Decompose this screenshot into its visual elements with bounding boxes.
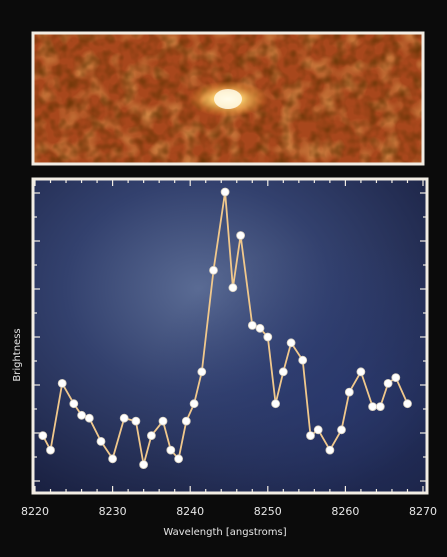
data-point <box>57 378 67 388</box>
data-point <box>189 399 199 409</box>
data-point <box>286 338 296 348</box>
x-tick-labels: 8220 8230 8240 8250 8260 8270 <box>21 505 437 518</box>
x-tick-label: 8270 <box>409 505 437 518</box>
data-point <box>325 445 335 455</box>
data-point <box>96 436 106 446</box>
data-point <box>383 378 393 388</box>
data-point <box>236 231 246 240</box>
data-point <box>368 402 378 412</box>
spectral-image-panel <box>31 31 425 166</box>
series-markers <box>38 187 412 470</box>
x-tick-label: 8250 <box>254 505 282 518</box>
data-point <box>255 323 265 333</box>
data-point <box>108 454 117 464</box>
data-point <box>306 431 315 441</box>
plot-panel <box>31 177 429 495</box>
data-point <box>337 425 346 435</box>
data-point <box>146 431 156 441</box>
data-point <box>375 402 385 412</box>
data-point <box>271 399 281 409</box>
data-point <box>344 387 354 397</box>
y-axis-label: Brightness <box>12 328 23 381</box>
data-point <box>403 399 412 409</box>
x-tick-label: 8220 <box>21 505 49 518</box>
data-point <box>263 332 273 342</box>
data-point <box>158 416 168 426</box>
data-point <box>84 413 94 423</box>
x-tick-label: 8240 <box>176 505 204 518</box>
data-point <box>247 320 257 330</box>
x-tick-label: 8230 <box>99 505 127 518</box>
series-line <box>42 191 409 466</box>
data-point <box>38 431 48 441</box>
data-point <box>69 399 79 409</box>
data-point <box>166 445 176 455</box>
data-point <box>298 355 308 365</box>
x-tick-label: 8260 <box>331 505 359 518</box>
data-point <box>197 367 207 377</box>
data-point <box>46 445 55 455</box>
data-point <box>119 413 129 423</box>
data-point <box>131 416 141 426</box>
data-point <box>174 454 184 464</box>
data-point <box>77 410 86 420</box>
data-point <box>228 283 238 293</box>
data-point <box>391 373 401 383</box>
data-point <box>278 367 288 377</box>
data-point <box>356 367 366 377</box>
data-point <box>181 416 191 426</box>
data-point <box>313 425 323 435</box>
data-point <box>209 265 218 275</box>
data-point <box>139 460 149 470</box>
axis-ticks <box>33 179 427 493</box>
data-point <box>220 187 230 197</box>
x-axis-label: Wavelength [angstroms] <box>163 527 286 538</box>
